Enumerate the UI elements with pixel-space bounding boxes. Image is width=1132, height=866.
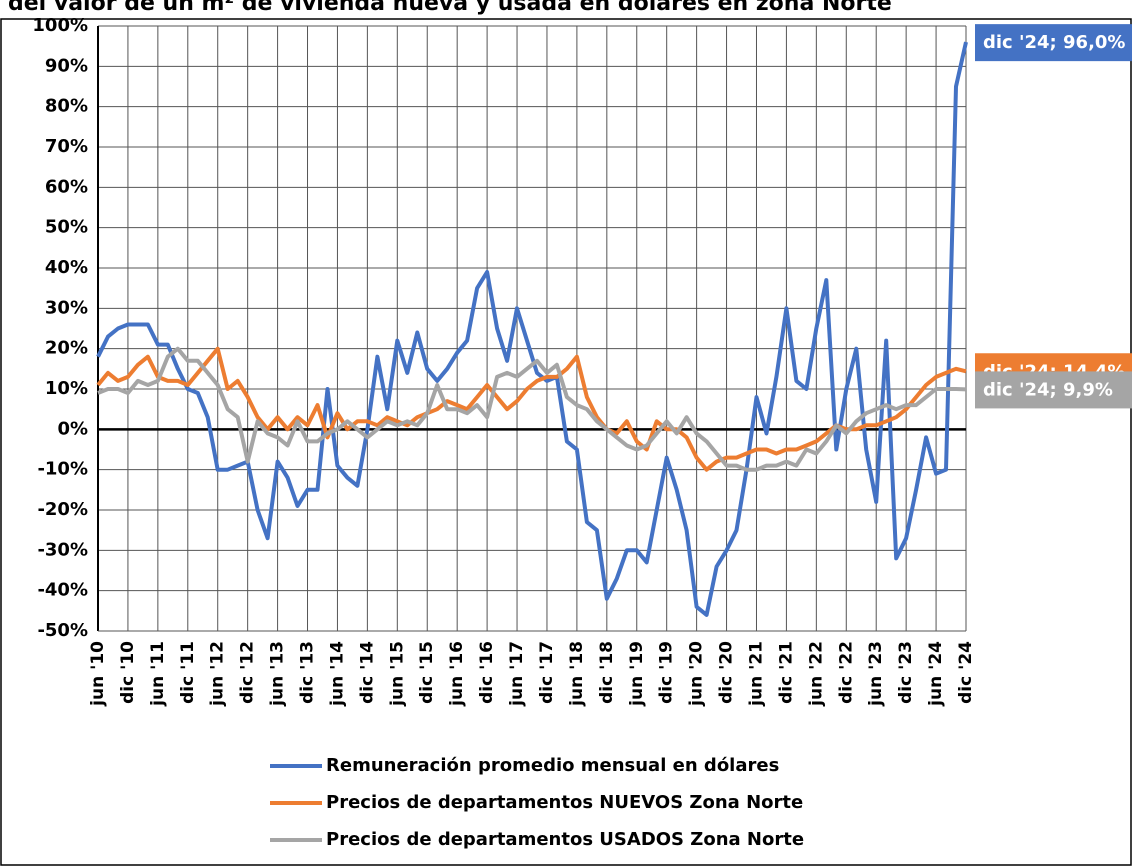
x-tick-label: dic '19	[657, 641, 677, 704]
legend-label: Precios de departamentos USADOS Zona Nor…	[326, 829, 804, 850]
x-tick-label: jun '19	[627, 641, 647, 707]
x-tick-label: jun '18	[567, 641, 587, 707]
x-tick-label: jun '12	[208, 641, 228, 707]
chart-frame	[0, 18, 1132, 866]
x-tick-label: jun '17	[507, 641, 527, 707]
x-tick-label: dic '11	[178, 641, 198, 704]
x-tick-label: dic '21	[776, 641, 796, 704]
y-tick-label: 30%	[45, 297, 88, 318]
x-tick-label: dic '20	[717, 641, 737, 704]
x-tick-label: dic '24	[956, 641, 976, 704]
y-tick-label: 20%	[45, 338, 88, 359]
x-tick-label: dic '12	[238, 641, 258, 704]
y-tick-label: 10%	[45, 378, 88, 399]
x-tick-label: dic '22	[836, 641, 856, 704]
chart-title: del valor de un m² de vivienda nueva y u…	[8, 0, 892, 16]
y-tick-label: 70%	[45, 136, 88, 157]
x-tick-label: jun '15	[387, 641, 407, 707]
end-label: dic '24; 9,9%	[983, 379, 1113, 400]
y-tick-label: 100%	[32, 15, 88, 36]
y-tick-label: -20%	[37, 499, 88, 520]
y-tick-label: -30%	[37, 539, 88, 560]
y-tick-label: -40%	[37, 580, 88, 601]
x-tick-label: jun '24	[926, 641, 946, 707]
x-tick-label: jun '21	[746, 641, 766, 707]
legend-label: Remuneración promedio mensual en dólares	[326, 755, 779, 776]
series-line	[97, 346, 967, 472]
y-tick-label: 50%	[45, 217, 88, 238]
x-tick-label: jun '22	[806, 641, 826, 707]
x-tick-label: dic '17	[537, 641, 557, 704]
x-tick-label: dic '14	[357, 641, 377, 704]
y-tick-label: 90%	[45, 55, 88, 76]
series-line	[96, 41, 968, 617]
end-label-box	[975, 371, 1132, 409]
x-tick-label: dic '10	[118, 641, 138, 704]
y-tick-label: 40%	[45, 257, 88, 278]
x-tick-label: dic '16	[477, 641, 497, 704]
x-tick-label: jun '14	[327, 641, 347, 707]
y-tick-label: 80%	[45, 96, 88, 117]
x-tick-label: dic '23	[896, 641, 916, 704]
y-tick-label: 0%	[57, 418, 88, 439]
x-tick-label: jun '16	[447, 641, 467, 707]
y-tick-label: -50%	[37, 620, 88, 641]
x-tick-label: jun '20	[687, 641, 707, 707]
end-label: dic '24; 96,0%	[983, 32, 1125, 53]
x-tick-label: jun '23	[866, 641, 886, 707]
x-tick-label: jun '11	[148, 641, 168, 707]
x-tick-label: dic '15	[417, 641, 437, 704]
y-tick-label: 60%	[45, 176, 88, 197]
series-line	[96, 346, 967, 472]
legend-label: Precios de departamentos NUEVOS Zona Nor…	[326, 792, 803, 813]
x-tick-label: dic '13	[298, 641, 318, 704]
x-tick-label: jun '10	[88, 641, 108, 707]
x-tick-label: dic '18	[597, 641, 617, 704]
x-tick-label: jun '13	[268, 641, 288, 707]
end-label-box	[975, 24, 1132, 62]
y-tick-label: -10%	[37, 459, 88, 480]
